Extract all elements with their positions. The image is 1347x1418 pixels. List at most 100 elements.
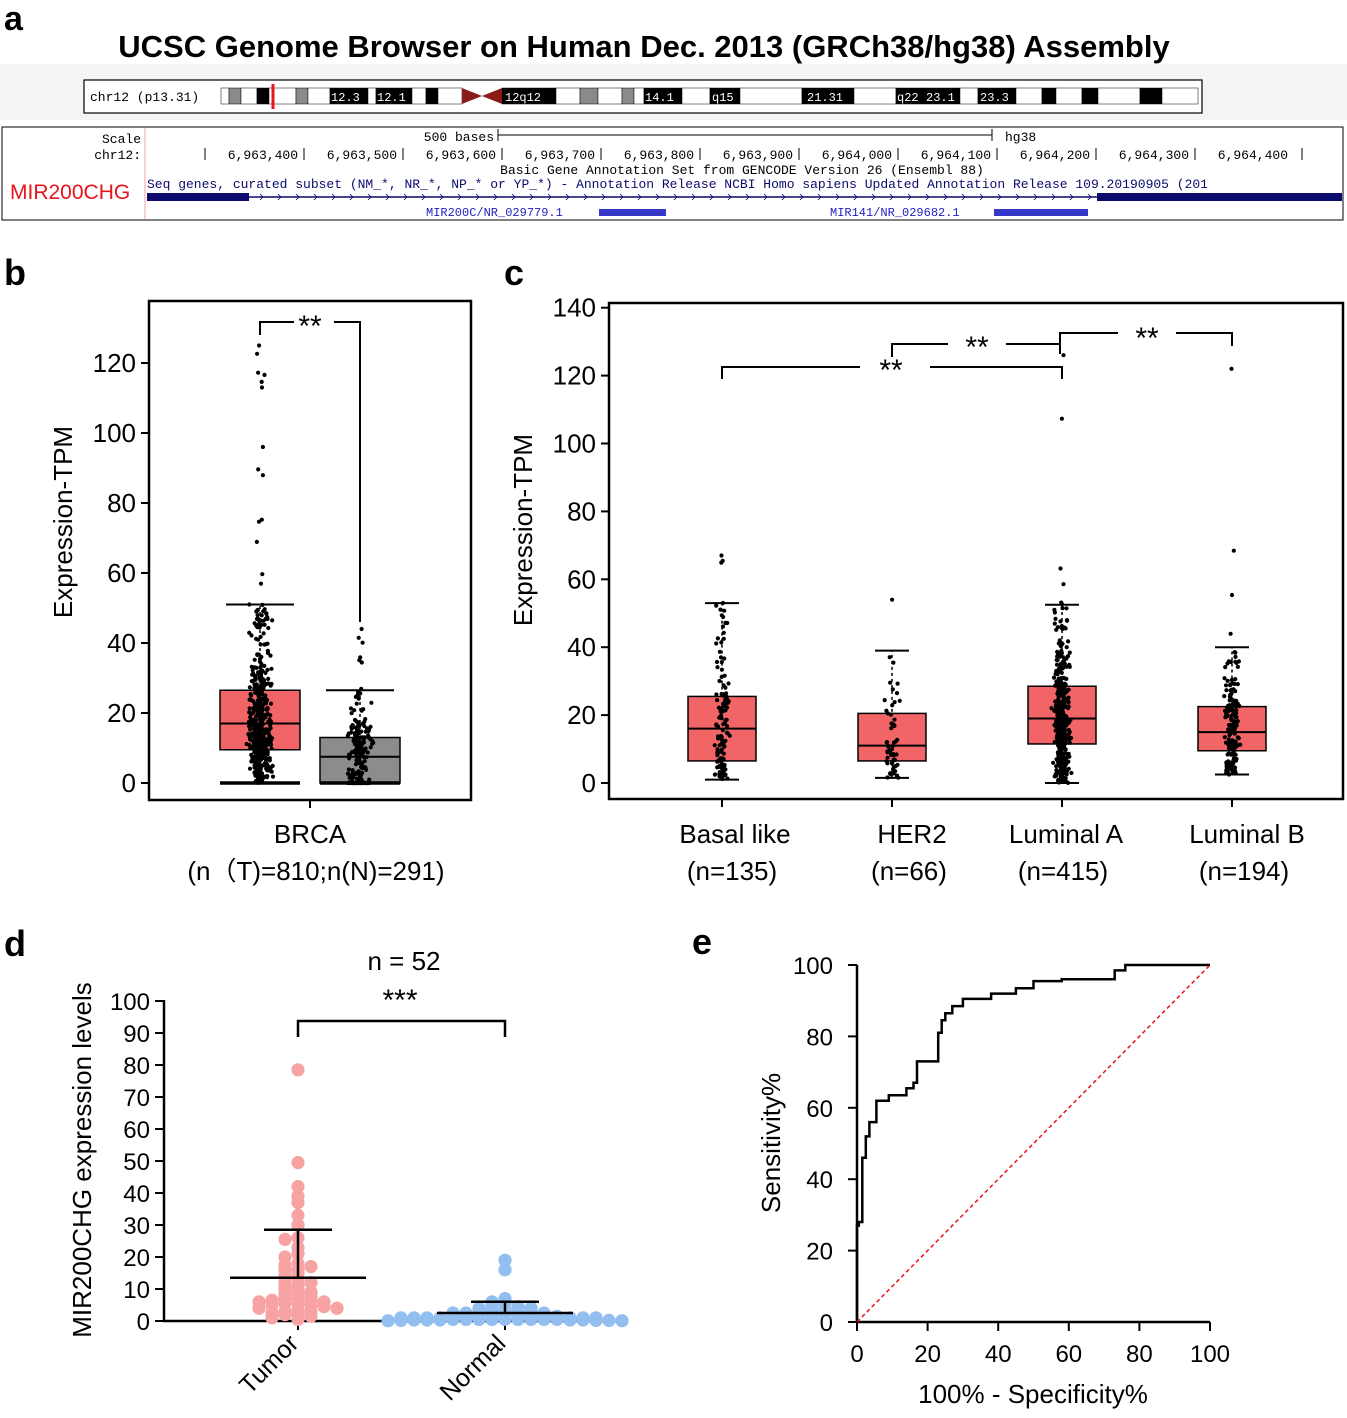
data-point: [250, 718, 255, 723]
data-point: [381, 1314, 395, 1328]
data-point: [724, 691, 729, 696]
data-point: [259, 717, 264, 722]
data-point: [268, 701, 274, 706]
strand-arrow: [367, 193, 372, 201]
data-point: [260, 681, 265, 686]
data-point: [1227, 698, 1232, 703]
data-point: [884, 759, 889, 764]
data-point: [1226, 722, 1232, 728]
data-point: [261, 631, 266, 636]
data-point: [718, 607, 723, 612]
strand-arrow: [583, 193, 588, 201]
data-point: [895, 681, 900, 686]
plot-area-e: [855, 963, 1211, 1323]
data-point: [1064, 645, 1069, 650]
data-point: [1054, 679, 1059, 684]
data-point: [259, 385, 265, 390]
data-point: [252, 657, 257, 662]
ideogram-band: [1081, 87, 1099, 105]
ideogram-band: [425, 87, 439, 105]
data-point: [368, 745, 373, 750]
ideogram-band: [959, 87, 979, 105]
y-tick-label: 60: [123, 1117, 150, 1144]
ideogram-band: [240, 87, 258, 105]
data-point: [249, 698, 255, 703]
y-tick-label: 20: [123, 1245, 150, 1272]
data-point: [550, 1312, 564, 1326]
data-point: [369, 700, 374, 705]
data-point: [722, 673, 727, 678]
data-point: [420, 1313, 434, 1327]
data-point: [1223, 683, 1229, 688]
y-tick-label: 0: [122, 768, 136, 798]
strand-arrow: [673, 193, 678, 201]
data-point: [721, 722, 726, 727]
data-point: [889, 761, 895, 766]
browser-title: UCSC Genome Browser on Human Dec. 2013 (…: [118, 29, 1170, 64]
data-point: [352, 708, 357, 713]
data-point: [714, 659, 720, 665]
data-point: [1055, 654, 1060, 659]
data-point: [259, 771, 265, 776]
strand-arrow: [493, 193, 498, 201]
data-point: [576, 1313, 590, 1327]
data-point: [250, 668, 255, 673]
data-point: [365, 750, 370, 755]
roc-curve: [855, 963, 1210, 1322]
data-point: [887, 655, 892, 660]
data-point: [1063, 732, 1068, 737]
data-point: [1060, 665, 1065, 671]
data-point: [362, 735, 367, 741]
ruler-position-label: 6,963,700: [525, 148, 595, 163]
y-tick-label: 40: [123, 1181, 150, 1208]
data-point: [317, 1300, 331, 1314]
data-point: [714, 692, 719, 697]
x-tick-label: Luminal A: [1009, 819, 1124, 849]
strand-arrow: [295, 193, 300, 201]
data-point: [351, 773, 356, 779]
ideogram-band: [1041, 87, 1057, 105]
data-point: [268, 713, 273, 718]
data-point: [1057, 718, 1062, 724]
data-point: [1062, 759, 1067, 764]
data-point: [256, 467, 261, 472]
plot-area-b: [219, 321, 401, 786]
data-point: [726, 681, 731, 686]
data-point: [712, 743, 717, 748]
data-point: [715, 759, 720, 764]
xlabel-e: 100% - Specificity%: [918, 1379, 1148, 1409]
data-point: [1232, 753, 1237, 758]
panel-letter-b: b: [4, 252, 26, 293]
data-point: [715, 698, 720, 703]
data-point: [718, 735, 723, 741]
data-point: [885, 750, 890, 755]
data-point: [1059, 601, 1064, 606]
data-point: [258, 708, 263, 713]
data-point: [348, 706, 354, 711]
strand-arrow: [925, 193, 930, 201]
data-point: [266, 676, 271, 682]
data-point: [1051, 675, 1057, 680]
data-point: [1222, 676, 1227, 681]
gene-exon-1: [147, 193, 249, 201]
data-point: [265, 667, 270, 673]
data-point: [719, 716, 724, 721]
data-point: [1052, 708, 1057, 713]
data-point: [356, 635, 361, 640]
data-point: [258, 665, 263, 670]
data-point: [259, 613, 264, 618]
data-point: [359, 776, 364, 782]
data-point: [1059, 751, 1064, 756]
data-point: [1054, 668, 1059, 674]
strand-arrow: [799, 193, 804, 201]
strand-arrow: [1069, 193, 1074, 201]
data-point: [721, 704, 726, 709]
data-point: [882, 698, 887, 703]
data-point: [247, 602, 252, 607]
data-point: [254, 665, 259, 671]
data-point: [265, 698, 270, 703]
annotation-d: n = 52: [367, 946, 440, 976]
data-point: [269, 746, 274, 751]
panel-a: a UCSC Genome Browser on Human Dec. 2013…: [0, 0, 1347, 221]
data-point: [1237, 703, 1242, 709]
